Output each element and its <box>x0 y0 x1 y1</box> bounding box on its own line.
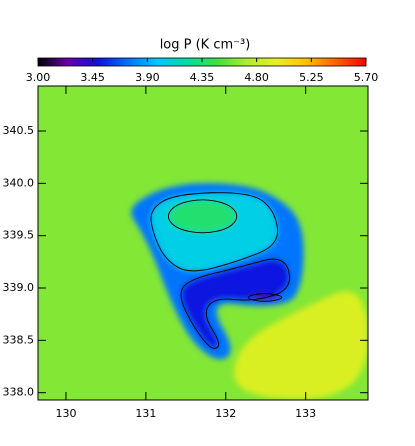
colorbar-tick-label: 5.70 <box>354 71 379 84</box>
heatmap-region <box>181 259 290 349</box>
contour-line <box>180 258 290 349</box>
colorbar-tick-label: 3.90 <box>135 71 160 84</box>
colorbar-tick-label: 4.35 <box>190 71 215 84</box>
colorbar-tick-label: 3.45 <box>80 71 105 84</box>
y-tick-label: 340.0 <box>3 176 35 189</box>
y-tick-label: 338.0 <box>3 386 35 399</box>
y-tick-label: 340.5 <box>3 124 35 137</box>
colorbar-tick-label: 3.00 <box>26 71 51 84</box>
y-tick-label: 339.0 <box>3 281 35 294</box>
heatmap-region <box>168 199 237 233</box>
contour-line <box>150 192 279 272</box>
x-tick-label: 132 <box>215 407 236 420</box>
colorbar-tick-label: 4.80 <box>244 71 269 84</box>
x-tick-label: 133 <box>295 407 316 420</box>
y-tick-label: 339.5 <box>3 229 35 242</box>
x-tick-label: 131 <box>135 407 156 420</box>
plot-frame <box>37 85 369 401</box>
chart-title: log P (K cm⁻³) <box>160 38 251 53</box>
contour-line <box>167 199 238 234</box>
heatmap-region <box>234 291 368 399</box>
contour-line <box>247 293 283 302</box>
colorbar-tick-label: 5.25 <box>299 71 324 84</box>
y-tick-label: 338.5 <box>3 333 35 346</box>
x-tick-label: 130 <box>55 407 76 420</box>
